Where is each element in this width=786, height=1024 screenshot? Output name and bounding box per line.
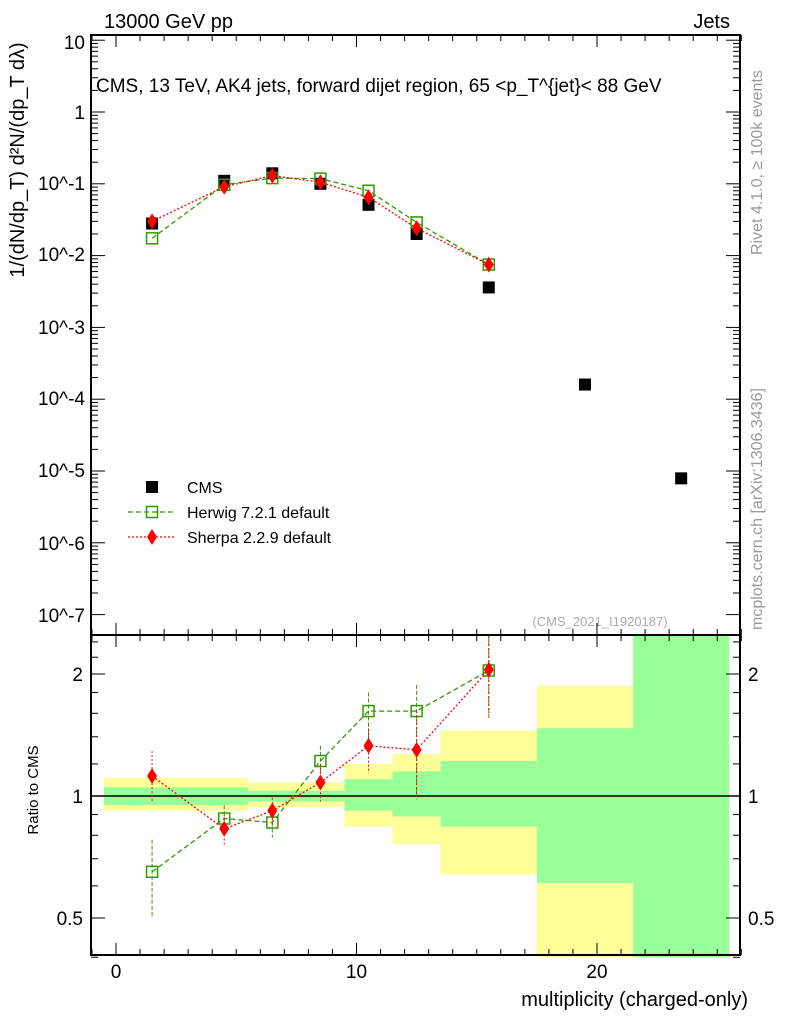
rivet-label: Rivet 4.1.0, ≥ 100k events: [749, 70, 766, 255]
y-tick-label: 10^-7: [38, 606, 85, 627]
ratio-point: [483, 661, 494, 678]
watermark: (CMS_2021_I1920187): [532, 614, 667, 629]
x-axis-label: multiplicity (charged-only): [521, 989, 748, 1011]
legend-marker: [146, 481, 158, 493]
data-point: [483, 256, 494, 273]
ratio-point: [363, 737, 374, 754]
series-line: [151, 177, 490, 266]
ratio-point: [315, 774, 326, 791]
y-tick-label: 10^-1: [38, 174, 85, 195]
x-tick-label: 10: [346, 962, 367, 983]
x-tick-label: 20: [586, 962, 607, 983]
data-point: [363, 189, 374, 206]
ratio-point: [362, 704, 375, 718]
data-point: [147, 213, 158, 230]
ratio-plot-frame: [90, 634, 741, 956]
x-tick-label: 0: [111, 962, 122, 983]
ratio-point: [147, 768, 158, 785]
stat-uncertainty-band: [344, 779, 393, 811]
y-tick-label: 1: [74, 103, 85, 124]
legend-label: Sherpa 2.2.9 default: [187, 530, 332, 547]
y-axis-label: 1/(dN/dp_T) d²N/(dp_T dλ): [7, 42, 29, 277]
ratio-y-tick-label-right: 2: [748, 665, 759, 686]
stat-uncertainty-band: [536, 728, 634, 884]
data-point: [219, 178, 230, 195]
y-tick-label: 10^-2: [38, 245, 85, 266]
data-point: [315, 174, 326, 191]
ratio-point: [219, 820, 230, 837]
header-right: Jets: [693, 11, 730, 33]
y-tick-label: 10: [64, 33, 85, 54]
plot-layer: 0 10 20 2 2 1 1 0.5 0.5 CMS Herwig 7.2.1 default Sh…: [57, 34, 774, 983]
legend-marker: [145, 505, 159, 519]
ratio-y-tick-label: 1: [72, 787, 83, 808]
data-point: [145, 232, 159, 245]
stat-uncertainty-band: [440, 761, 537, 827]
ratio-y-tick-label-right: 0.5: [748, 909, 774, 930]
data-point: [675, 472, 688, 485]
ratio-y-tick-label-right: 1: [748, 787, 759, 808]
legend-label: Herwig 7.2.1 default: [187, 505, 330, 522]
y-tick-labels: 10 1 10^-1 10^-2 10^-3 10^-4 10^-5 10^-6…: [38, 33, 85, 627]
header-left: 13000 GeV pp: [104, 11, 233, 33]
y-tick-label: 10^-3: [38, 318, 85, 339]
legend-label: CMS: [187, 480, 223, 497]
data-point: [578, 378, 591, 391]
data-point: [411, 220, 422, 237]
ratio-point: [314, 754, 327, 768]
y-tick-label: 10^-6: [38, 534, 85, 555]
main-title: CMS, 13 TeV, AK4 jets, forward dijet reg…: [96, 76, 662, 97]
ratio-point: [267, 802, 278, 819]
ratio-y-tick-label: 0.5: [57, 909, 83, 930]
mcplots-label: mcplots.cern.ch [arXiv:1306.3436]: [749, 388, 766, 630]
y-tick-label: 10^-5: [38, 461, 85, 482]
data-point: [482, 281, 495, 294]
ratio-point: [145, 865, 159, 879]
legend-marker: [147, 529, 157, 545]
ratio-point: [411, 741, 422, 758]
data-point: [267, 167, 278, 184]
y-tick-label: 10^-4: [38, 389, 85, 410]
ratio-y-label: Ratio to CMS: [25, 745, 42, 834]
ratio-y-tick-label: 2: [72, 665, 83, 686]
